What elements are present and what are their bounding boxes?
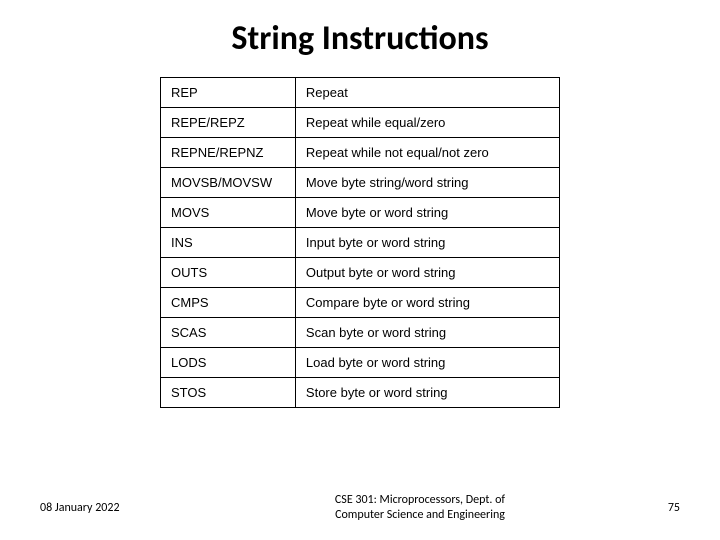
table-row: REPNE/REPNZ Repeat while not equal/not z… (161, 138, 560, 168)
table-row: MOVS Move byte or word string (161, 198, 560, 228)
cell-desc: Scan byte or word string (295, 318, 559, 348)
cell-mnemonic: MOVS (161, 198, 296, 228)
slide-title: String Instructions (0, 0, 720, 77)
cell-desc: Repeat while not equal/not zero (295, 138, 559, 168)
footer-course: CSE 301: Microprocessors, Dept. of Compu… (200, 493, 640, 522)
cell-mnemonic: REPE/REPZ (161, 108, 296, 138)
cell-mnemonic: OUTS (161, 258, 296, 288)
table-row: REPE/REPZ Repeat while equal/zero (161, 108, 560, 138)
cell-desc: Move byte or word string (295, 198, 559, 228)
cell-mnemonic: INS (161, 228, 296, 258)
instructions-table: REP Repeat REPE/REPZ Repeat while equal/… (160, 77, 560, 408)
cell-desc: Move byte string/word string (295, 168, 559, 198)
cell-desc: Repeat while equal/zero (295, 108, 559, 138)
cell-desc: Load byte or word string (295, 348, 559, 378)
cell-desc: Repeat (295, 78, 559, 108)
table-row: OUTS Output byte or word string (161, 258, 560, 288)
footer-line2: Computer Science and Engineering (335, 508, 505, 522)
table-row: LODS Load byte or word string (161, 348, 560, 378)
slide-footer: 08 January 2022 CSE 301: Microprocessors… (0, 493, 720, 522)
cell-desc: Compare byte or word string (295, 288, 559, 318)
footer-date: 08 January 2022 (0, 501, 200, 515)
cell-mnemonic: CMPS (161, 288, 296, 318)
table-row: MOVSB/MOVSW Move byte string/word string (161, 168, 560, 198)
table-row: STOS Store byte or word string (161, 378, 560, 408)
table-row: CMPS Compare byte or word string (161, 288, 560, 318)
footer-line1: CSE 301: Microprocessors, Dept. of (335, 493, 505, 507)
cell-mnemonic: REP (161, 78, 296, 108)
cell-desc: Output byte or word string (295, 258, 559, 288)
table-container: REP Repeat REPE/REPZ Repeat while equal/… (0, 77, 720, 408)
cell-mnemonic: REPNE/REPNZ (161, 138, 296, 168)
cell-mnemonic: MOVSB/MOVSW (161, 168, 296, 198)
cell-mnemonic: STOS (161, 378, 296, 408)
table-row: INS Input byte or word string (161, 228, 560, 258)
cell-desc: Input byte or word string (295, 228, 559, 258)
table-body: REP Repeat REPE/REPZ Repeat while equal/… (161, 78, 560, 408)
cell-desc: Store byte or word string (295, 378, 559, 408)
cell-mnemonic: LODS (161, 348, 296, 378)
table-row: REP Repeat (161, 78, 560, 108)
footer-page-number: 75 (640, 501, 720, 515)
table-row: SCAS Scan byte or word string (161, 318, 560, 348)
cell-mnemonic: SCAS (161, 318, 296, 348)
